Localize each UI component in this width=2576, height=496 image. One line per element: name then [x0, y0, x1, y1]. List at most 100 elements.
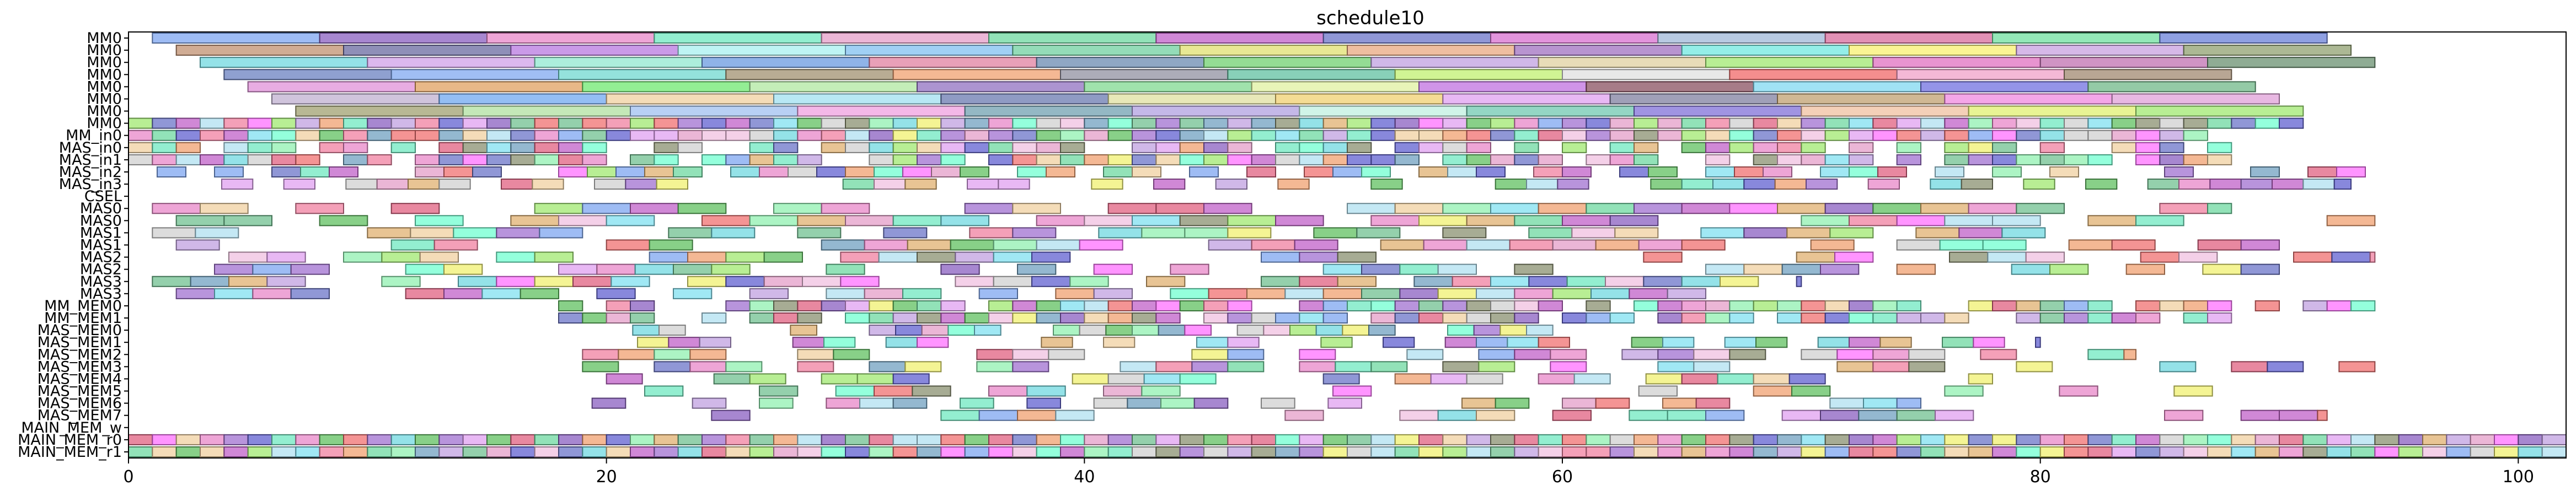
- task-bar-row14-22: [1203, 203, 1252, 214]
- task-bar-row23-13: [869, 312, 894, 324]
- task-bar-row1-20: [1347, 45, 1515, 56]
- task-bar-row7-9: [343, 117, 368, 129]
- task-bar-row11-21: [730, 166, 760, 178]
- task-bar-row20-14: [687, 276, 727, 287]
- task-bar-row7-78: [1992, 117, 2017, 129]
- task-bar-row17-48: [2240, 239, 2280, 251]
- task-bar-row5-74: [2111, 93, 2280, 105]
- task-bar-row15-9: [606, 215, 655, 227]
- task-bar-row34-0: [128, 446, 153, 458]
- y-tick-label-29: MAS_MEM5: [38, 383, 122, 400]
- task-bar-row8-25: [725, 130, 751, 141]
- task-bar-row10-0: [128, 154, 153, 165]
- task-bar-row26-17: [1191, 349, 1229, 360]
- task-bar-row22-41: [1538, 300, 1563, 311]
- task-bar-row9-16: [510, 142, 535, 153]
- task-bar-row24-35: [1526, 325, 1554, 336]
- task-bar-row24-21: [1158, 325, 1186, 336]
- task-bar-row34-8: [319, 446, 345, 458]
- y-tick-label-6: MM0: [87, 103, 122, 120]
- task-bar-row8-44: [1179, 130, 1205, 141]
- task-bar-row8-3: [200, 130, 225, 141]
- task-bar-row25-6: [792, 337, 824, 348]
- task-bar-row25-20: [1227, 337, 1260, 348]
- task-bar-row17-25: [1251, 239, 1295, 251]
- task-bar-row17-30: [1466, 239, 1511, 251]
- task-bar-row34-88: [2231, 446, 2256, 458]
- task-bar-row7-55: [1442, 117, 1468, 129]
- task-bar-row22-23: [1107, 300, 1133, 311]
- task-bar-row25-28: [1476, 337, 1508, 348]
- task-bar-row19-10: [558, 263, 598, 275]
- task-bar-row33-87: [2207, 434, 2232, 445]
- task-bar-row7-85: [2159, 117, 2184, 129]
- task-bar-row11-12: [472, 166, 502, 178]
- task-bar-row1-23: [1849, 45, 2017, 56]
- task-bar-row33-31: [869, 434, 894, 445]
- task-bar-row30-18: [1160, 397, 1195, 409]
- task-bar-row7-84: [2135, 117, 2161, 129]
- y-tick-label-23: MM_MEM1: [44, 310, 122, 327]
- task-bar-row17-35: [1681, 239, 1726, 251]
- task-bar-row33-68: [1753, 434, 1779, 445]
- task-bar-row10-22: [654, 154, 679, 165]
- task-bar-row33-50: [1322, 434, 1348, 445]
- task-bar-row27-30: [1657, 361, 1695, 373]
- y-tick-label-1: MM0: [87, 42, 122, 59]
- task-bar-row11-59: [1820, 166, 1850, 178]
- task-bar-row26-18: [1227, 349, 1265, 360]
- task-bar-row3-39: [223, 69, 392, 80]
- task-bar-row11-35: [1132, 166, 1161, 178]
- task-bar-row12-54: [1806, 179, 1838, 190]
- task-bar-row11-5: [271, 166, 301, 178]
- task-bar-row34-85: [2159, 446, 2184, 458]
- task-bar-row7-76: [1944, 117, 1969, 129]
- task-bar-row30-23: [1327, 397, 1362, 409]
- task-bar-row19-24: [1093, 263, 1133, 275]
- task-bar-row10-57: [1490, 154, 1515, 165]
- task-bar-row7-24: [701, 117, 727, 129]
- task-bar-row1-25: [2183, 45, 2352, 56]
- task-bar-row34-76: [1944, 446, 1969, 458]
- task-bar-row10-81: [2064, 154, 2089, 165]
- task-bar-row25-46: [2035, 337, 2041, 348]
- task-bar-row7-63: [1634, 117, 1659, 129]
- task-bar-row7-52: [1370, 117, 1396, 129]
- task-bar-row34-21: [630, 446, 655, 458]
- task-bar-row1-18: [1012, 45, 1181, 56]
- task-bar-row27-47: [2267, 361, 2304, 373]
- task-bar-row9-45: [1203, 142, 1229, 153]
- task-bar-row4-59: [1586, 81, 1754, 93]
- task-bar-row22-66: [2135, 300, 2161, 311]
- task-bar-row33-80: [2039, 434, 2065, 445]
- task-bar-row8-20: [606, 130, 631, 141]
- task-bar-row9-42: [1132, 142, 1157, 153]
- task-bar-row19-31: [1361, 263, 1401, 275]
- chart-title: schedule10: [1316, 7, 1424, 29]
- task-bar-row34-96: [2422, 446, 2448, 458]
- task-bar-row20-40: [1681, 276, 1721, 287]
- task-bar-row33-100: [2518, 434, 2543, 445]
- task-bar-row23-32: [1322, 312, 1348, 324]
- task-bar-row11-3: [214, 166, 244, 178]
- task-bar-row34-69: [1777, 446, 1802, 458]
- task-bar-row16-8: [496, 227, 540, 239]
- task-bar-row11-28: [931, 166, 961, 178]
- task-bar-row34-47: [1251, 446, 1277, 458]
- task-bar-row22-47: [1681, 300, 1707, 311]
- task-bar-row8-68: [1753, 130, 1779, 141]
- task-bar-row7-83: [2111, 117, 2137, 129]
- task-bar-row7-75: [1920, 117, 1946, 129]
- task-bar-row14-37: [1920, 203, 1969, 214]
- task-bar-row33-101: [2541, 434, 2567, 445]
- task-bar-row6-86: [2135, 105, 2304, 117]
- task-bar-row33-64: [1657, 434, 1683, 445]
- task-bar-row6-85: [1968, 105, 2137, 117]
- task-bar-row23-29: [1251, 312, 1277, 324]
- task-bar-row12-9: [408, 179, 440, 190]
- task-bar-row9-66: [1705, 142, 1731, 153]
- task-bar-row31-10: [940, 409, 980, 421]
- task-bar-row22-53: [1824, 300, 1850, 311]
- task-bar-row9-74: [1896, 142, 1922, 153]
- task-bar-row6-75: [295, 105, 464, 117]
